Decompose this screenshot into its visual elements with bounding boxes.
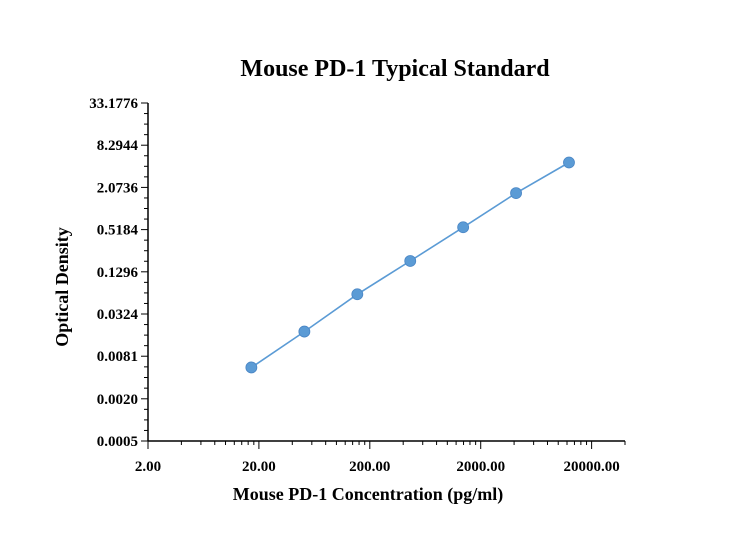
- x-tick-label: 200.00: [349, 459, 390, 475]
- y-tick-label: 0.1296: [97, 265, 139, 281]
- data-point: [351, 288, 364, 301]
- y-axis-ticks: 0.0005 0.0020 0.0081 0.0324 0.1296 0.5184 2.07…: [89, 96, 148, 450]
- x-tick-label: 20.00: [242, 459, 276, 475]
- y-tick-label: 0.0005: [97, 434, 138, 450]
- data-point: [298, 325, 311, 338]
- y-tick-label: 0.5184: [97, 223, 139, 239]
- x-tick-label: 20000.00: [563, 459, 619, 475]
- axes: [147, 103, 625, 442]
- x-axis-label: Mouse PD-1 Concentration (pg/ml): [233, 484, 503, 505]
- y-tick-label: 0.0020: [97, 392, 138, 408]
- data-point: [457, 221, 470, 234]
- data-point: [563, 156, 575, 169]
- y-tick-label: 33.1776: [89, 96, 138, 112]
- chart-title: Mouse PD-1 Typical Standard: [240, 56, 550, 82]
- y-tick-label: 0.0081: [97, 349, 138, 365]
- x-tick-label: 2.00: [135, 459, 161, 475]
- y-tick-label: 8.2944: [97, 138, 139, 154]
- x-axis-ticks: 2.00 20.00 200.00 2000.00 20000.00: [135, 441, 626, 475]
- y-axis-label: Optical Density: [52, 227, 72, 347]
- data-point: [404, 255, 417, 267]
- x-tick-label: 2000.00: [456, 459, 505, 475]
- data-point: [245, 361, 258, 374]
- y-tick-label: 0.0324: [97, 307, 139, 323]
- data-point: [510, 187, 522, 199]
- y-tick-label: 2.0736: [97, 180, 139, 196]
- series-group: [245, 156, 575, 374]
